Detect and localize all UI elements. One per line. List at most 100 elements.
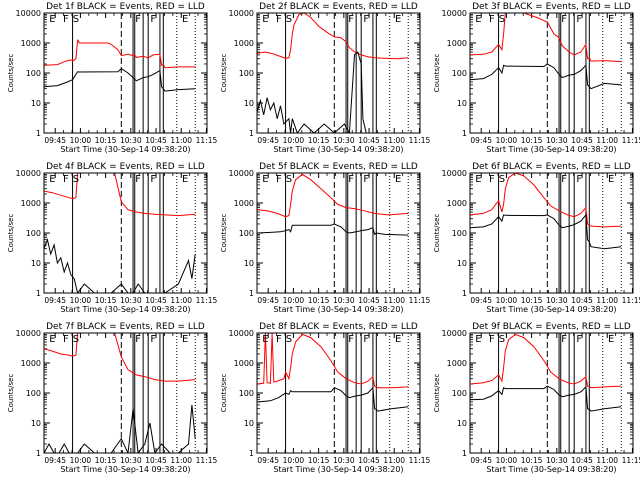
x-tick-label: 10:30: [333, 136, 355, 145]
y-tick-label: 1: [36, 129, 41, 138]
mode-label: F: [489, 14, 495, 25]
y-tick-label: 1: [36, 289, 41, 298]
x-tick-label: 11:15: [409, 296, 431, 305]
mode-label: E: [182, 334, 188, 345]
x-tick-label: 09:45: [44, 136, 66, 145]
y-tick-label: 1: [249, 129, 254, 138]
x-tick-label: 11:15: [622, 136, 640, 145]
x-axis-label: Start Time (30-Sep-14 09:38:20): [486, 465, 616, 474]
y-tick-label: 10000: [442, 329, 467, 338]
x-tick-label: 10:45: [571, 136, 593, 145]
y-tick-label: 1000: [234, 359, 254, 368]
chart-title: Det 6f BLACK = Events, RED = LLD: [472, 162, 631, 172]
chart-panel-2: Det 2f BLACK = Events, RED = LLD Counts/s…: [220, 2, 430, 154]
lld-series-line: [44, 333, 196, 382]
x-tick-label: 09:45: [470, 456, 492, 465]
mode-label: E: [262, 334, 268, 345]
y-tick-label: 10: [244, 259, 254, 268]
x-tick-label: 11:15: [622, 456, 640, 465]
mode-label: F: [150, 174, 156, 185]
y-tick-label: 10: [31, 259, 41, 268]
y-axis-label: Counts/sec: [433, 374, 441, 413]
y-tick-label: 1: [249, 289, 254, 298]
y-tick-label: 100: [452, 69, 467, 78]
mode-label: E: [475, 14, 481, 25]
x-axis-label: Start Time (30-Sep-14 09:38:20): [486, 145, 616, 154]
mode-label: E: [608, 174, 614, 185]
y-tick-label: 10000: [16, 169, 41, 178]
chart-title: Det 7f BLACK = Events, RED = LLD: [46, 322, 205, 332]
y-tick-label: 1000: [234, 199, 254, 208]
x-tick-label: 10:15: [308, 296, 330, 305]
x-axis-label: Start Time (30-Sep-14 09:38:20): [273, 145, 403, 154]
y-tick-label: 10000: [229, 169, 254, 178]
x-tick-label: 10:45: [145, 296, 167, 305]
y-tick-label: 10000: [229, 329, 254, 338]
mode-label: S: [286, 174, 292, 185]
mode-label: S: [73, 14, 79, 25]
chart-panel-5: Det 5f BLACK = Events, RED = LLD Counts/s…: [220, 162, 430, 314]
events-series-line: [257, 223, 409, 236]
x-tick-label: 10:15: [308, 136, 330, 145]
x-tick-label: 11:00: [170, 456, 192, 465]
y-axis-label: Counts/sec: [220, 374, 228, 413]
plot-area: [44, 173, 196, 293]
chart-title: Det 9f BLACK = Events, RED = LLD: [472, 322, 631, 332]
y-tick-label: 1: [462, 129, 467, 138]
x-tick-label: 11:15: [409, 456, 431, 465]
lld-series-line: [44, 39, 196, 69]
x-tick-label: 11:15: [409, 136, 431, 145]
x-tick-label: 10:00: [70, 136, 92, 145]
x-tick-label: 10:30: [120, 296, 142, 305]
x-tick-label: 10:15: [95, 136, 117, 145]
x-tick-label: 09:45: [257, 456, 279, 465]
y-tick-label: 1: [462, 449, 467, 458]
x-tick-label: 10:45: [145, 456, 167, 465]
y-tick-label: 1000: [447, 199, 467, 208]
mode-label: S: [73, 334, 79, 345]
x-tick-label: 11:15: [196, 296, 218, 305]
mode-label: E: [608, 14, 614, 25]
plot-frame: [469, 12, 634, 134]
x-tick-label: 09:45: [257, 296, 279, 305]
x-tick-label: 11:00: [596, 456, 618, 465]
mode-label: E: [49, 174, 55, 185]
x-tick-label: 10:00: [70, 456, 92, 465]
y-tick-label: 10: [457, 99, 467, 108]
x-tick-label: 11:00: [383, 136, 405, 145]
y-tick-label: 100: [452, 229, 467, 238]
events-series-line: [44, 404, 196, 453]
x-axis-label: Start Time (30-Sep-14 09:38:20): [273, 305, 403, 314]
chart-panel-3: Det 3f BLACK = Events, RED = LLD Counts/s…: [433, 2, 640, 154]
chart-panel-1: Det 1f BLACK = Events, RED = LLD Counts/s…: [7, 2, 217, 154]
x-tick-label: 09:45: [44, 456, 66, 465]
x-tick-label: 10:00: [283, 296, 305, 305]
mode-label: F: [135, 334, 141, 345]
y-tick-label: 1000: [447, 359, 467, 368]
y-tick-label: 100: [26, 229, 41, 238]
lld-series-line: [44, 173, 196, 217]
mode-label: F: [363, 174, 369, 185]
x-tick-label: 10:30: [546, 296, 568, 305]
events-series-line: [44, 237, 196, 293]
mode-label: F: [576, 334, 582, 345]
plot-frame: [256, 12, 421, 134]
plot-frame: [43, 172, 208, 294]
y-axis-label: Counts/sec: [7, 214, 15, 253]
mode-label: F: [489, 174, 495, 185]
plot-area: [470, 173, 622, 293]
y-axis-label: Counts/sec: [433, 214, 441, 253]
x-tick-label: 10:15: [95, 456, 117, 465]
chart-title: Det 3f BLACK = Events, RED = LLD: [472, 2, 631, 12]
lld-series-line: [257, 333, 409, 389]
plot-area: [257, 13, 409, 133]
x-tick-label: 11:15: [622, 296, 640, 305]
mode-label: E: [182, 14, 188, 25]
y-tick-label: 10000: [442, 169, 467, 178]
mode-label: S: [499, 14, 505, 25]
chart-panel-8: Det 8f BLACK = Events, RED = LLD Counts/s…: [220, 322, 430, 474]
y-tick-label: 100: [239, 229, 254, 238]
mode-label: F: [150, 334, 156, 345]
